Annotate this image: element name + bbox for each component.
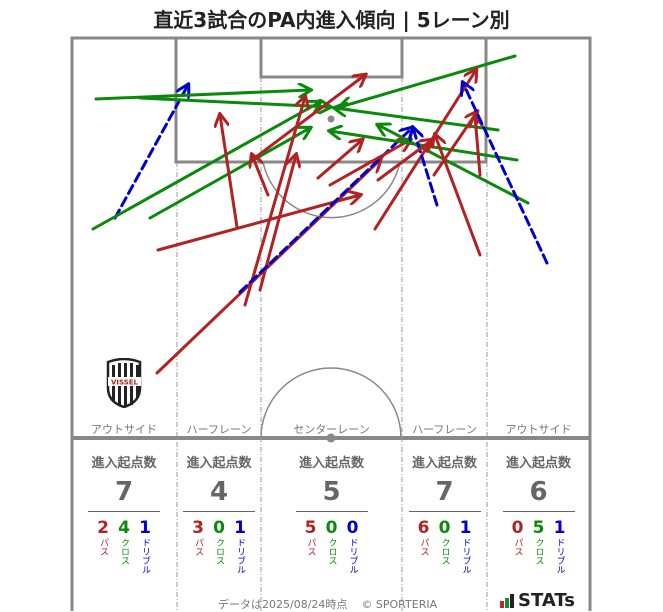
stat-total: 7 — [114, 477, 134, 507]
pass-label: パス — [512, 538, 523, 556]
divider — [502, 511, 575, 512]
lane-stats-right-halfspace: 進入起点数 7 6 パス 0 クロス 1 ドリブル — [402, 452, 487, 574]
center-circle-arc — [260, 367, 402, 439]
data-date: データは2025/08/24時点 — [218, 598, 348, 611]
lane-label-right-outside: アウトサイド — [505, 423, 572, 436]
stat-total: 6 — [529, 477, 548, 507]
dribble-count: 1 — [139, 518, 151, 538]
entry-arrows — [91, 54, 549, 375]
dribble-arrow — [463, 83, 549, 265]
footer-credit: データは2025/08/24時点 © SPORTERIA — [218, 596, 437, 612]
cross-count: 0 — [213, 518, 225, 538]
stat-total: 5 — [322, 477, 341, 507]
stat-header: 進入起点数 — [411, 456, 477, 471]
stat-header: 進入起点数 — [298, 456, 364, 471]
pass-arrow — [243, 97, 305, 307]
brand-name: STATs — [518, 590, 575, 611]
pass-count: 0 — [511, 518, 524, 538]
lane-label-right-halfspace: ハーフレーン — [412, 423, 477, 436]
stat-header: 進入起点数 — [505, 456, 571, 471]
dribble-arrow — [413, 128, 439, 207]
stat-total: 4 — [209, 477, 229, 507]
svg-text:VISSEL: VISSEL — [111, 379, 139, 387]
pass-arrow — [156, 195, 360, 252]
penalty-arc — [262, 161, 401, 219]
stat-total: 7 — [435, 477, 454, 507]
lane-label-left-halfspace: ハーフレーン — [186, 423, 252, 436]
pass-arrow — [250, 75, 365, 162]
lane-stats-left-halfspace: 進入起点数 4 3 パス 0 クロス 1 ドリブル — [177, 452, 261, 574]
cross-arrow — [94, 90, 310, 101]
pass-label: パス — [305, 538, 316, 556]
pass-count: 5 — [304, 518, 317, 538]
pass-arrow — [220, 115, 239, 229]
pass-arrow — [316, 140, 362, 180]
dribble-arrow — [113, 85, 188, 220]
pass-arrow — [435, 135, 482, 257]
cross-arrow — [340, 54, 517, 107]
stat-header: 進入起点数 — [186, 456, 252, 471]
lane-stats-right-outside: 進入起点数 6 0 パス 5 クロス 1 ドリブル — [487, 452, 590, 574]
divider — [88, 511, 160, 512]
cross-label: クロス — [214, 538, 224, 565]
lane-label-left-outside: アウトサイド — [91, 423, 157, 436]
pass-arrow — [475, 116, 480, 177]
cross-count: 0 — [325, 518, 338, 538]
cross-arrow — [91, 102, 320, 231]
copyright: © SPORTERIA — [361, 598, 438, 611]
cross-count: 5 — [532, 518, 545, 538]
lane-stats-center: 進入起点数 5 5 パス 0 クロス 0 ドリブル — [261, 452, 402, 574]
pass-arrow — [252, 155, 270, 197]
divider — [295, 511, 368, 512]
penalty-spot — [327, 115, 335, 123]
pass-label: パス — [193, 538, 203, 556]
cross-label: クロス — [326, 538, 337, 565]
cross-label: クロス — [119, 538, 129, 565]
center-spot — [326, 433, 336, 443]
lane-stats-left-outside: 進入起点数 7 2 パス 4 クロス 1 ドリブル — [72, 452, 176, 574]
dribble-label: ドリブル — [347, 538, 358, 574]
stats-brand-logo: STATs — [500, 590, 575, 611]
pass-arrow — [376, 140, 432, 182]
pass-count: 6 — [417, 518, 430, 538]
dribble-count: 1 — [459, 518, 472, 538]
pass-label: パス — [98, 538, 108, 556]
cross-label: クロス — [533, 538, 544, 565]
pass-arrow — [328, 140, 410, 187]
lane-dividers — [176, 77, 488, 611]
dribble-label: ドリブル — [460, 538, 471, 574]
pass-count: 2 — [97, 518, 109, 538]
divider — [408, 511, 481, 512]
bar-chart-icon — [500, 593, 514, 608]
cross-label: クロス — [439, 538, 450, 565]
dribble-count: 1 — [553, 518, 566, 538]
cross-count: 0 — [438, 518, 451, 538]
pass-label: パス — [418, 538, 429, 556]
cross-count: 4 — [118, 518, 130, 538]
cross-arrow — [378, 125, 530, 205]
pass-count: 3 — [192, 518, 204, 538]
dribble-count: 0 — [346, 518, 359, 538]
stat-header: 進入起点数 — [91, 456, 157, 471]
divider — [183, 511, 255, 512]
team-crest-logo: VISSEL — [104, 357, 144, 409]
dribble-label: ドリブル — [554, 538, 565, 574]
dribble-label: ドリブル — [140, 538, 150, 574]
page-title: 直近3試合のPA内進入傾向 | 5レーン別 — [153, 8, 510, 32]
dribble-count: 1 — [234, 518, 246, 538]
dribble-label: ドリブル — [235, 538, 245, 574]
lane-label-center: センターレーン — [293, 423, 370, 436]
